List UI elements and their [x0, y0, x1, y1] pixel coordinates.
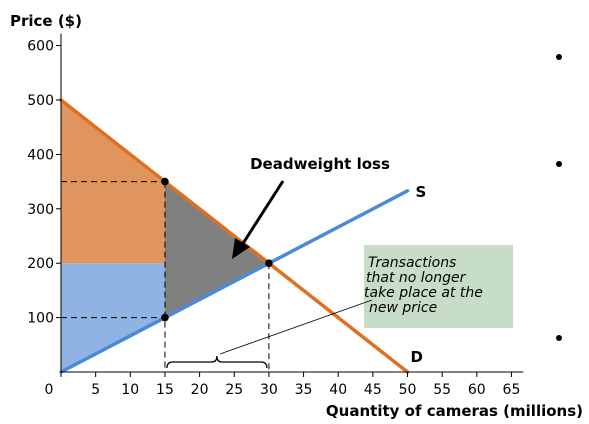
y-tick-label: 100 — [27, 311, 54, 327]
deadweight-arrow-shaft — [240, 180, 285, 246]
y-tick-label: 600 — [27, 39, 54, 55]
y-tick-label: 300 — [27, 202, 54, 218]
y-tick-label: 500 — [27, 93, 54, 109]
deadweight-arrow-head — [232, 238, 250, 259]
x-tick-label: 50 — [399, 382, 417, 398]
x-tick-label: 65 — [503, 382, 521, 398]
x-tick-label: 30 — [260, 382, 278, 398]
x-tick-label: 0 — [45, 382, 54, 398]
x-tick-label: 60 — [468, 382, 486, 398]
x-tick-label: 20 — [191, 382, 209, 398]
x-tick-label: 45 — [364, 382, 382, 398]
transactions-box — [364, 245, 513, 328]
y-axis-title: Price ($) — [10, 12, 82, 30]
dashed-guides — [61, 181, 270, 372]
x-axis-title: Quantity of cameras (millions) — [326, 402, 583, 420]
deadweight-label: Deadweight loss — [250, 155, 390, 173]
y-tick-label: 200 — [27, 256, 54, 272]
curves: DS — [59, 98, 427, 374]
x-tick-label: 15 — [156, 382, 174, 398]
x-tick-label: 5 — [91, 382, 100, 398]
x-tick-label: 40 — [329, 382, 347, 398]
point-0 — [161, 177, 169, 186]
transactions-line-0: Transactions — [368, 255, 456, 271]
axes: 0 5 10 15 20 25 30 35 40 45 50 55 60 65 100 200 300 400 50… — [10, 12, 583, 420]
x-tick-label: 35 — [295, 382, 313, 398]
bullet-dot-2 — [556, 335, 562, 341]
quantity-brace — [166, 355, 268, 369]
x-tick-label: 10 — [121, 382, 139, 398]
deadweight-region — [164, 181, 269, 318]
point-2 — [265, 259, 273, 268]
transactions-line-1: that no longer — [366, 270, 467, 286]
points — [161, 177, 273, 322]
bullet-dot-0 — [556, 54, 562, 60]
point-1 — [161, 313, 169, 322]
y-tick-label: 400 — [27, 147, 54, 163]
supply-label: S — [416, 183, 427, 201]
curve-S — [59, 189, 410, 374]
x-tick-label: 25 — [225, 382, 243, 398]
transactions-line-3: new price — [369, 300, 437, 316]
demand-label: D — [411, 348, 423, 366]
transactions-pointer — [219, 299, 373, 355]
transactions-line-2: take place at the — [364, 285, 483, 301]
x-tick-label: 55 — [433, 382, 451, 398]
curve-D — [59, 98, 410, 374]
bullet-dot-1 — [556, 161, 562, 167]
